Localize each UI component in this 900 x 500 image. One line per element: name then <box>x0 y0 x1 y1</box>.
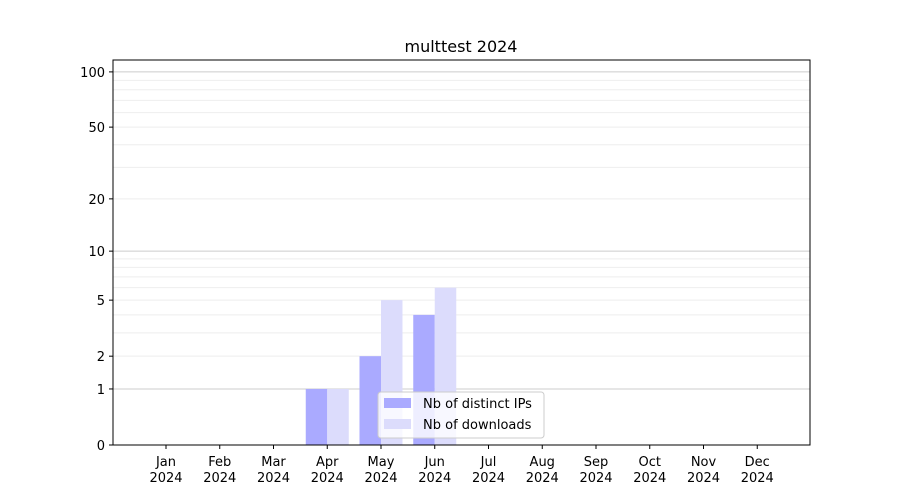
legend-swatch <box>384 398 411 408</box>
legend-label: Nb of distinct IPs <box>423 397 532 412</box>
x-tick-label: Sep 2024 <box>579 455 612 486</box>
legend-label: Nb of downloads <box>423 418 532 433</box>
x-tick-label: Jun 2024 <box>418 455 451 486</box>
y-tick-label: 10 <box>88 245 105 260</box>
chart-title: multtest 2024 <box>405 37 518 56</box>
x-tick-label: Jul 2024 <box>472 455 505 486</box>
x-tick-label: Dec 2024 <box>741 455 774 486</box>
legend-swatch <box>384 419 411 429</box>
y-tick-label: 1 <box>97 383 105 398</box>
bar-distinct-ips <box>305 388 328 445</box>
x-tick-label: Mar 2024 <box>257 455 290 486</box>
y-tick-label: 50 <box>88 121 105 136</box>
y-tick-label: 100 <box>80 66 105 81</box>
x-tick-label: May 2024 <box>364 455 397 486</box>
plot-frame <box>112 59 811 446</box>
x-tick-label: Nov 2024 <box>687 455 720 486</box>
y-tick-label: 0 <box>97 439 105 454</box>
x-tick-label: Feb 2024 <box>203 455 236 486</box>
x-tick-label: Apr 2024 <box>311 455 344 486</box>
x-tick-label: Aug 2024 <box>526 455 559 486</box>
legend-box <box>377 391 545 439</box>
y-tick-label: 2 <box>97 350 105 365</box>
x-tick-label: Jan 2024 <box>149 455 182 486</box>
y-tick-label: 5 <box>97 294 105 309</box>
bar-distinct-ips <box>359 356 381 445</box>
y-tick-label: 20 <box>88 193 105 208</box>
x-tick-label: Oct 2024 <box>633 455 666 486</box>
bar-downloads <box>327 388 349 445</box>
legend: Nb of distinct IPs Nb of downloads <box>377 391 545 439</box>
